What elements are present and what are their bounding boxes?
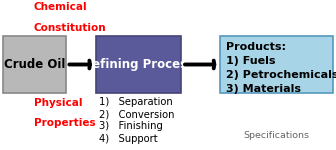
Text: 1) Fuels: 1) Fuels <box>226 56 276 66</box>
Text: 3) Materials: 3) Materials <box>226 84 301 94</box>
Text: Products:: Products: <box>226 42 286 52</box>
FancyBboxPatch shape <box>220 36 333 93</box>
Text: Physical: Physical <box>34 98 82 108</box>
FancyBboxPatch shape <box>96 36 181 93</box>
Text: 2)   Conversion: 2) Conversion <box>99 109 175 119</box>
Text: 4)   Support: 4) Support <box>99 134 158 144</box>
FancyBboxPatch shape <box>3 36 66 93</box>
Text: Crude Oil: Crude Oil <box>4 58 65 71</box>
Text: Refining Process: Refining Process <box>83 58 194 71</box>
Text: Properties: Properties <box>34 118 95 128</box>
Text: 1)   Separation: 1) Separation <box>99 97 173 107</box>
Text: Chemical: Chemical <box>34 2 87 12</box>
Text: Specifications: Specifications <box>243 131 309 140</box>
Text: 2) Petrochemicals: 2) Petrochemicals <box>226 70 336 80</box>
Text: 3)   Finishing: 3) Finishing <box>99 121 163 131</box>
Text: Constitution: Constitution <box>34 23 106 33</box>
